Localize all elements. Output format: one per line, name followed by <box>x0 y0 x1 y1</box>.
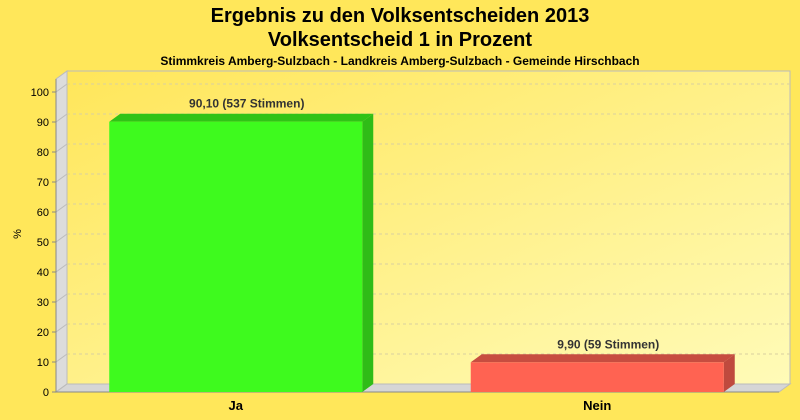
grid-line-side <box>55 203 68 213</box>
plot-area: 0 10 20 30 40 50 60 70 80 90 100 90,10 (537 Stimmen… <box>31 70 792 413</box>
grid-line-side <box>55 293 68 303</box>
x-tick-label: Nein <box>583 398 611 413</box>
y-tick-label: 10 <box>37 357 49 369</box>
chart-title-2: Volksentscheid 1 in Prozent <box>268 29 532 51</box>
y-tick-label: 20 <box>37 327 49 339</box>
grid-line-side <box>55 83 68 93</box>
grid-line-side <box>55 353 68 363</box>
x-tick-label: Ja <box>229 398 244 413</box>
bar-front <box>470 362 724 392</box>
bar-ja <box>109 113 374 392</box>
grid-line-side <box>55 323 68 333</box>
y-tick-label: 90 <box>37 117 49 129</box>
bar-nein <box>470 354 735 392</box>
grid-line-side <box>55 113 68 123</box>
bar-top <box>109 113 374 122</box>
y-tick-label: 70 <box>37 177 49 189</box>
y-tick-label: 30 <box>37 297 49 309</box>
grid-line-side <box>55 233 68 243</box>
y-tick-label: 40 <box>37 267 49 279</box>
chart-subtitle: Stimmkreis Amberg-Sulzbach - Landkreis A… <box>160 54 639 68</box>
data-label: 90,10 (537 Stimmen) <box>189 97 304 111</box>
y-tick-label: 80 <box>37 147 49 159</box>
y-tick-label: 60 <box>37 207 49 219</box>
bar-top <box>470 354 735 363</box>
y-tick-label: 50 <box>37 237 49 249</box>
y-tick-label: 100 <box>31 87 49 99</box>
chart-title: Ergebnis zu den Volksentscheiden 2013 <box>211 5 590 27</box>
grid-line-side <box>55 263 68 273</box>
bar-side <box>723 354 735 392</box>
grid-line-side <box>55 173 68 183</box>
bar-front <box>109 121 363 392</box>
data-label: 9,90 (59 Stimmen) <box>557 337 659 351</box>
grid-line-side <box>55 143 68 153</box>
grid-line-side <box>55 383 68 393</box>
bar-side <box>362 113 374 392</box>
left-wall <box>55 70 68 393</box>
y-tick-label: 0 <box>43 387 49 399</box>
y-axis-label: % <box>12 229 24 239</box>
